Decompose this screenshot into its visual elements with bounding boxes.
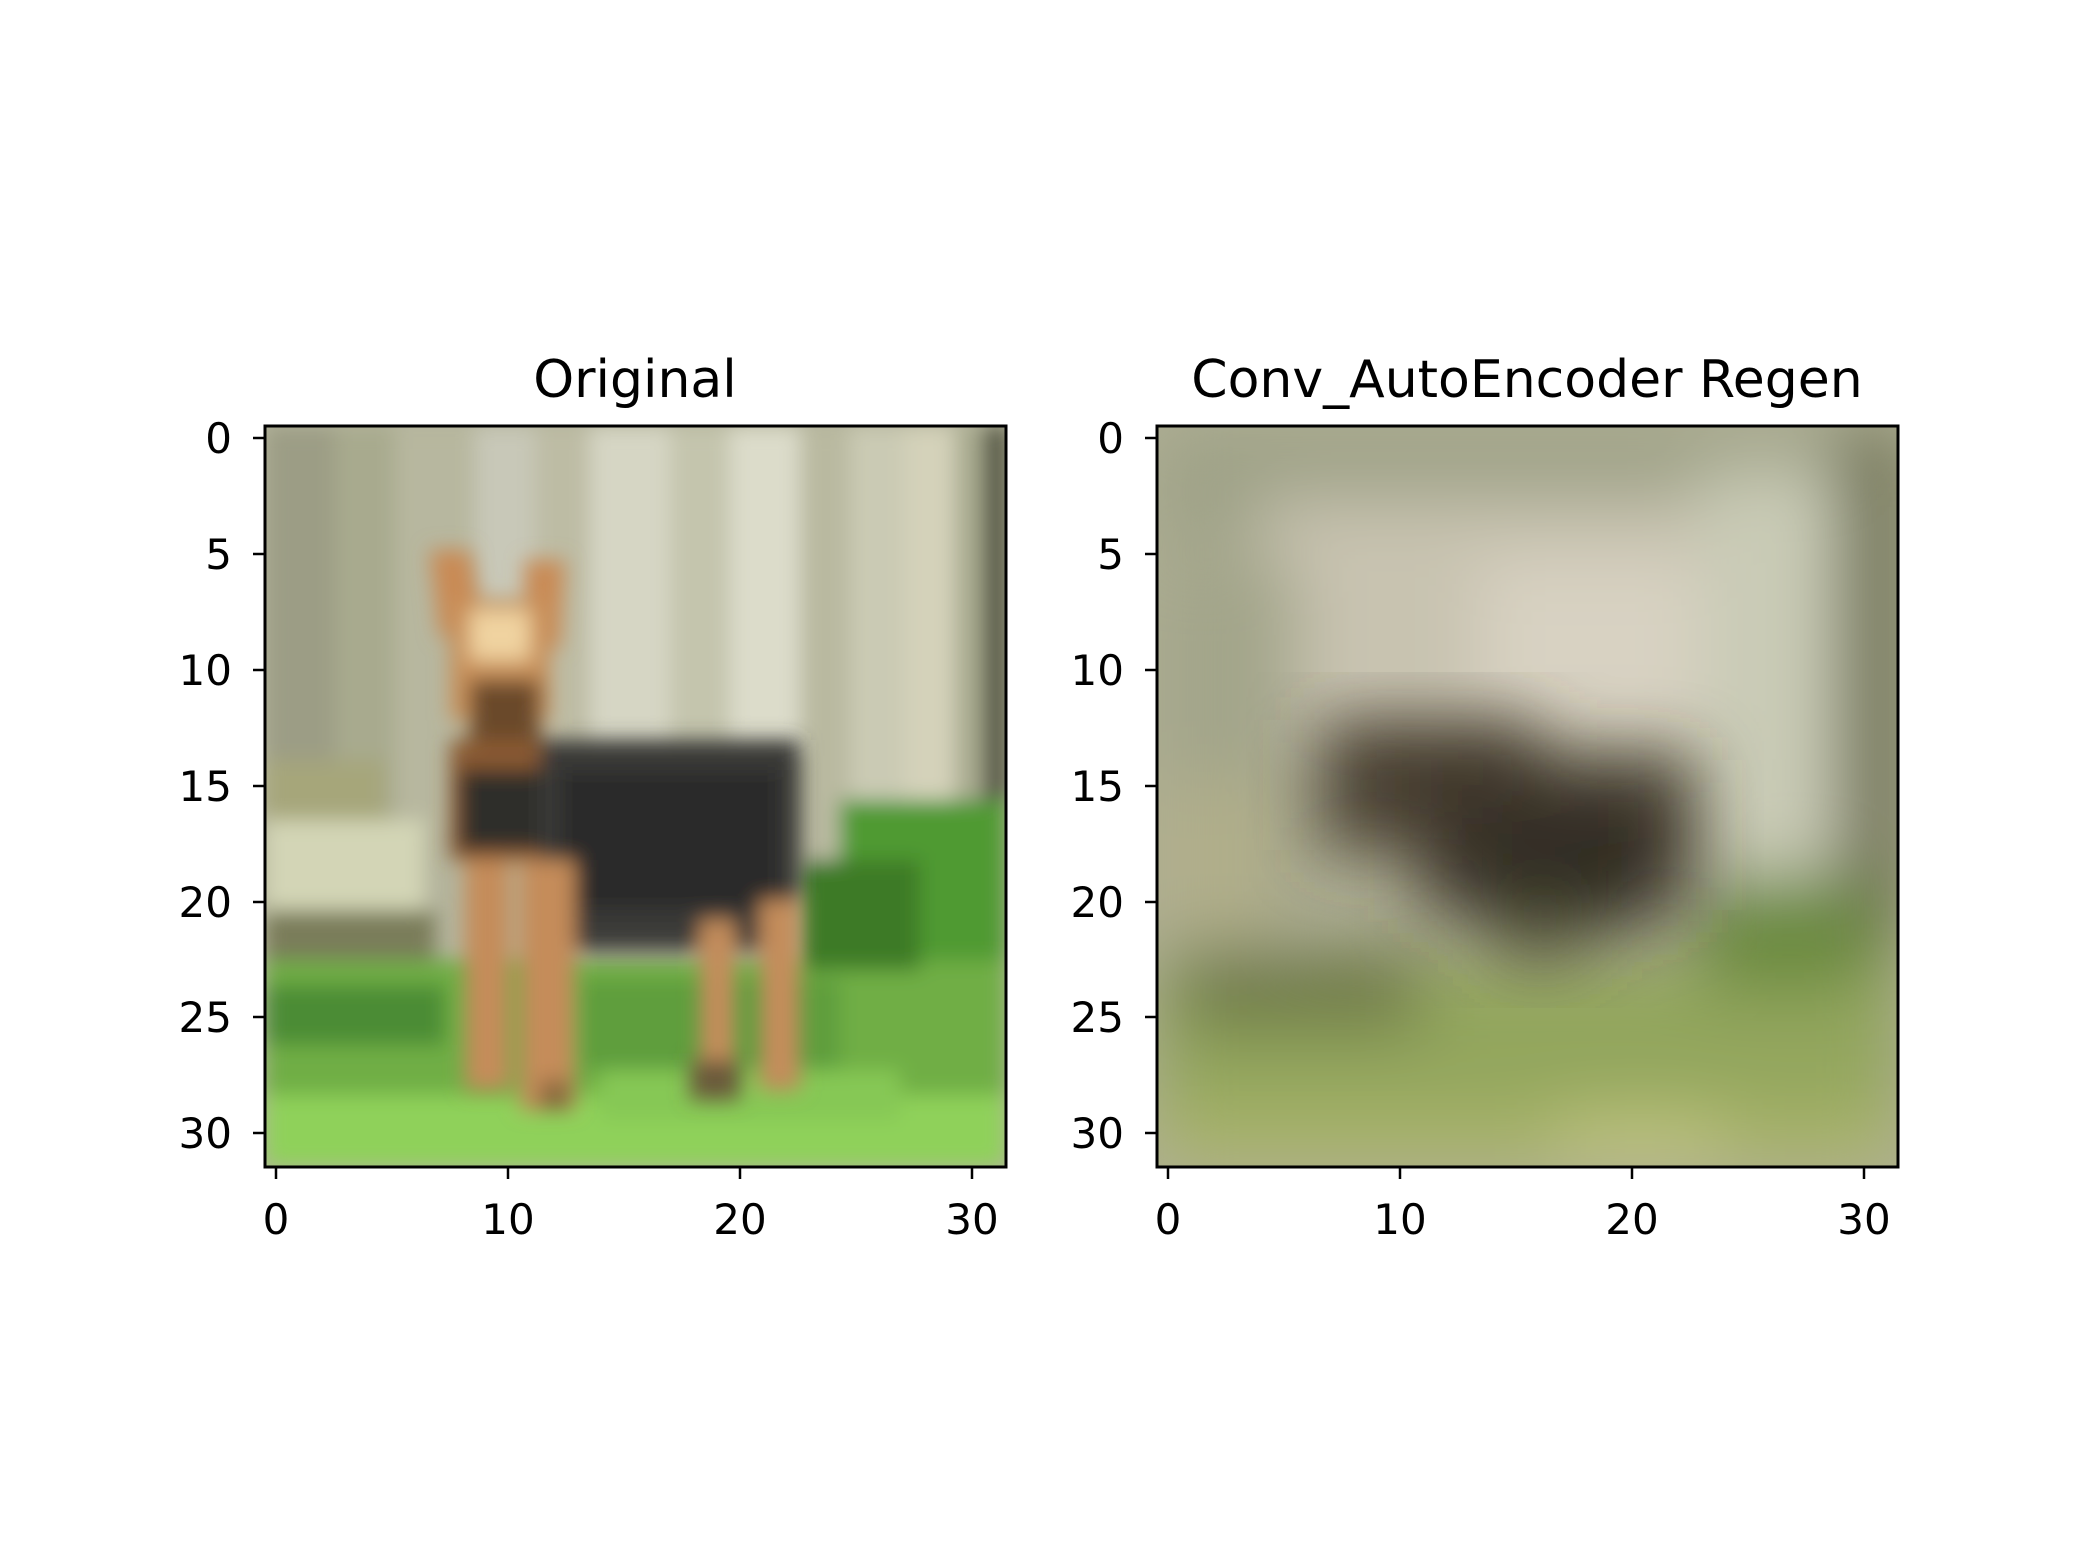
original-y-tick-5: 5 [205,530,232,579]
regen-y-axis: 0 5 10 15 20 25 30 [1071,414,1157,1158]
panel-title-original: Original [533,350,736,410]
regen-y-tick-10: 10 [1071,646,1124,695]
original-y-axis: 0 5 10 15 20 25 30 [179,414,265,1158]
panel-original: Original [179,350,1008,1244]
original-x-tick-10: 10 [481,1195,534,1244]
original-x-tick-30: 30 [945,1195,998,1244]
regen-y-tick-25: 25 [1071,993,1124,1042]
original-y-tick-20: 20 [179,878,232,927]
panel-title-regen: Conv_AutoEncoder Regen [1191,350,1862,410]
original-y-tick-10: 10 [179,646,232,695]
regen-y-tick-5: 5 [1097,530,1124,579]
regen-y-tick-0: 0 [1097,414,1124,463]
original-y-tick-25: 25 [179,993,232,1042]
original-frame [263,424,1008,1169]
regen-y-tick-30: 30 [1071,1109,1124,1158]
original-x-tick-0: 0 [263,1195,290,1244]
regen-y-tick-20: 20 [1071,878,1124,927]
regen-image [1157,426,1898,1167]
regen-x-axis: 0 10 20 30 [1155,1167,1891,1244]
regen-x-tick-30: 30 [1837,1195,1890,1244]
original-y-tick-0: 0 [205,414,232,463]
original-y-tick-15: 15 [179,762,232,811]
regen-x-tick-20: 20 [1605,1195,1658,1244]
regen-x-tick-10: 10 [1373,1195,1426,1244]
original-x-axis: 0 10 20 30 [263,1167,999,1244]
original-image [265,426,1006,1167]
original-y-tick-30: 30 [179,1109,232,1158]
regen-y-tick-15: 15 [1071,762,1124,811]
panel-regen: Conv_AutoEncoder Regen [1071,350,1900,1244]
regen-frame [1155,424,1900,1169]
original-x-tick-20: 20 [713,1195,766,1244]
regen-x-tick-0: 0 [1155,1195,1182,1244]
